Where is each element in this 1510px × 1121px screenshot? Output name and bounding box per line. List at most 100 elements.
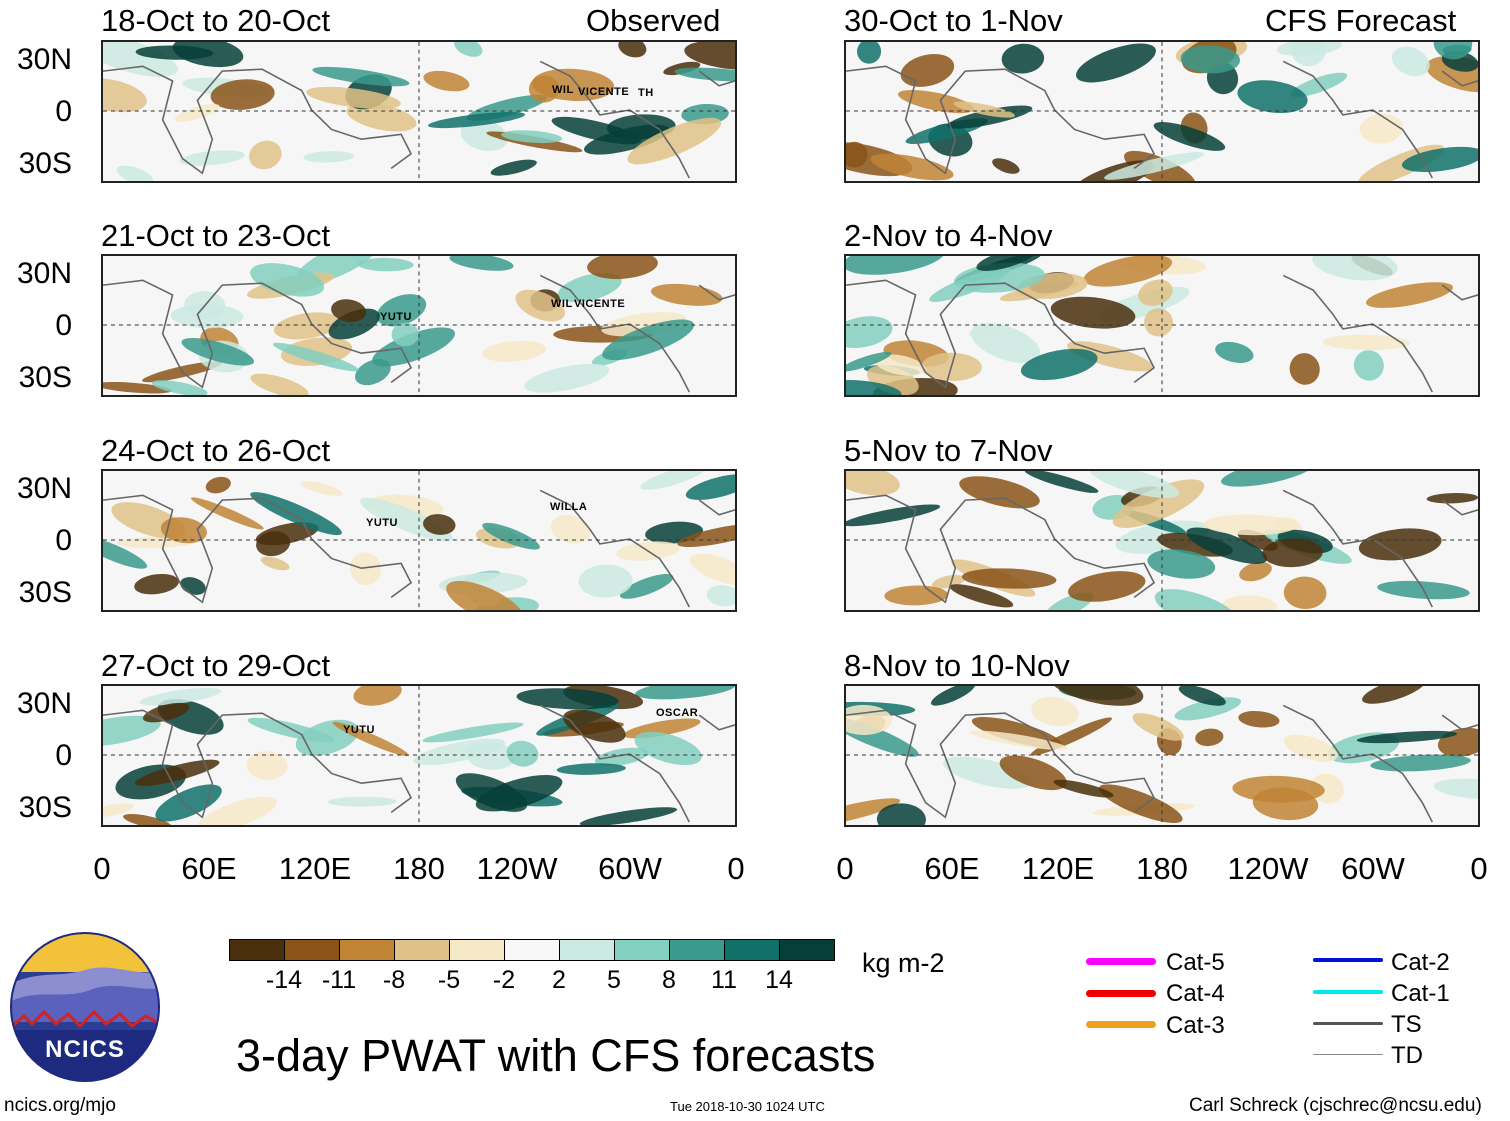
lon-label: 60W	[598, 851, 662, 886]
anomaly-blob	[332, 721, 409, 757]
anomaly-blob	[884, 585, 949, 606]
pwat-field	[103, 686, 735, 825]
anomaly-blob	[501, 130, 563, 144]
storm-label: OSCAR	[656, 707, 699, 719]
anomaly-blob	[303, 151, 355, 163]
anomaly-blob	[1283, 576, 1327, 610]
anomaly-blob	[475, 775, 563, 812]
colorbar-tick-label: -11	[321, 966, 357, 994]
anomaly-blob	[446, 580, 524, 610]
anomaly-blob	[135, 45, 214, 60]
legend-label-cat4: Cat-4	[1166, 980, 1225, 1007]
storm-label: TH	[638, 87, 654, 99]
colorbar-swatch	[284, 939, 340, 961]
lat-label: 0	[55, 524, 72, 557]
lat-label: 30N	[16, 257, 72, 290]
site-link[interactable]: ncics.org/mjo	[4, 1095, 116, 1116]
anomaly-blob	[1370, 754, 1471, 772]
anomaly-blob	[1356, 730, 1458, 744]
anomaly-blob	[618, 42, 647, 58]
timestamp: Tue 2018-10-30 1024 UTC	[670, 1099, 825, 1114]
anomaly-blob	[1132, 713, 1184, 741]
anomaly-blob	[1358, 528, 1442, 561]
anomaly-blob	[1144, 308, 1174, 337]
legend-line-cat3	[1086, 1021, 1156, 1028]
lon-label: 0	[93, 851, 111, 886]
anomaly-blob	[1050, 296, 1136, 329]
anomaly-blob	[346, 103, 417, 132]
anomaly-blob	[250, 373, 309, 395]
colorbar-swatch	[229, 939, 285, 961]
anomaly-blob	[1291, 42, 1327, 67]
panel-title-fc-1: 30-Oct to 1-Nov	[844, 3, 1063, 38]
main-title: 3-day PWAT with CFS forecasts	[236, 1030, 876, 1081]
logo-text: NCICS	[45, 1036, 125, 1063]
anomaly-blob	[191, 497, 264, 530]
anomaly-blob	[876, 803, 926, 825]
anomaly-blob	[1083, 256, 1173, 287]
colorbar-swatch	[339, 939, 395, 961]
anomaly-blob	[490, 159, 537, 176]
anomaly-blob	[999, 755, 1067, 791]
anomaly-blob	[1154, 589, 1238, 610]
anomaly-blob	[134, 573, 179, 595]
colorbar-units: kg m-2	[862, 948, 945, 978]
anomaly-blob	[846, 351, 892, 372]
storm-label: YUTU	[343, 724, 375, 736]
legend-line-cat4	[1086, 990, 1156, 997]
anomaly-blob	[556, 763, 626, 775]
colorbar-tick-label: 5	[607, 966, 621, 994]
anomaly-blob	[874, 354, 926, 376]
anomaly-blob	[1391, 46, 1430, 77]
anomaly-blob	[1076, 43, 1156, 83]
anomaly-blob	[563, 709, 626, 743]
anomaly-blob	[170, 304, 244, 329]
anomaly-blob	[970, 730, 1068, 750]
observed-label: Observed	[586, 3, 721, 38]
anomaly-blob	[942, 756, 1032, 789]
anomaly-blob	[627, 117, 722, 165]
panel-title-obs-2: 21-Oct to 23-Oct	[101, 218, 331, 253]
map-panel-fc-2	[844, 254, 1480, 397]
colorbar-swatch	[724, 939, 780, 961]
author-credit: Carl Schreck (cjschrec@ncsu.edu)	[1189, 1095, 1482, 1116]
storm-label: WIL	[552, 84, 574, 96]
anomaly-blob	[579, 807, 678, 825]
anomaly-blob	[1215, 341, 1254, 363]
anomaly-blob	[1232, 775, 1325, 803]
anomaly-blob	[103, 803, 134, 818]
map-panel-obs-4	[101, 684, 737, 827]
anomaly-blob	[516, 688, 619, 710]
legend-label-cat1: Cat-1	[1391, 980, 1450, 1007]
lat-label: 30N	[16, 687, 72, 720]
anomaly-blob	[846, 471, 900, 496]
anomaly-blob	[970, 322, 1041, 364]
panel-title-fc-2: 2-Nov to 4-Nov	[844, 218, 1053, 253]
lon-label: 0	[1470, 851, 1488, 886]
lon-label: 180	[1136, 851, 1188, 886]
anomaly-blob	[179, 150, 245, 166]
storm-label: WILLA	[550, 501, 588, 513]
anomaly-blob	[684, 42, 735, 70]
lat-label: 0	[55, 309, 72, 342]
coastline	[846, 274, 1478, 393]
anomaly-blob	[249, 140, 282, 170]
colorbar-tick-label: 14	[765, 966, 793, 994]
anomaly-blob	[1153, 122, 1226, 151]
anomaly-blob	[506, 740, 539, 767]
storm-label: YUTU	[380, 311, 412, 323]
map-panel-obs-2	[101, 254, 737, 397]
anomaly-blob	[174, 104, 220, 122]
anomaly-blob	[353, 686, 402, 706]
anomaly-blob	[587, 256, 658, 279]
legend-line-td	[1313, 1054, 1383, 1055]
pwat-field	[103, 256, 735, 395]
anomaly-blob	[1138, 279, 1173, 306]
anomaly-blob	[846, 256, 946, 275]
legend-label-cat5: Cat-5	[1166, 949, 1225, 976]
colorbar-swatch	[669, 939, 725, 961]
panel-title-obs-1: 18-Oct to 20-Oct	[101, 3, 331, 38]
anomaly-blob	[524, 363, 610, 393]
lat-label: 30N	[16, 472, 72, 505]
anomaly-blob	[151, 380, 208, 395]
